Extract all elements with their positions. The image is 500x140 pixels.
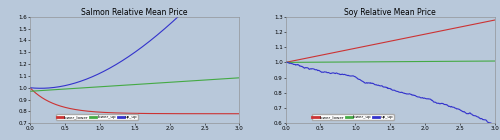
Title: Salmon Relative Mean Price: Salmon Relative Mean Price: [82, 8, 188, 17]
Legend: lower_lower, lower_up, up_up: lower_lower, lower_up, up_up: [56, 114, 138, 120]
Legend: lower_lower, lower_up, up_up: lower_lower, lower_up, up_up: [312, 114, 394, 120]
Title: Soy Relative Mean Price: Soy Relative Mean Price: [344, 8, 436, 17]
